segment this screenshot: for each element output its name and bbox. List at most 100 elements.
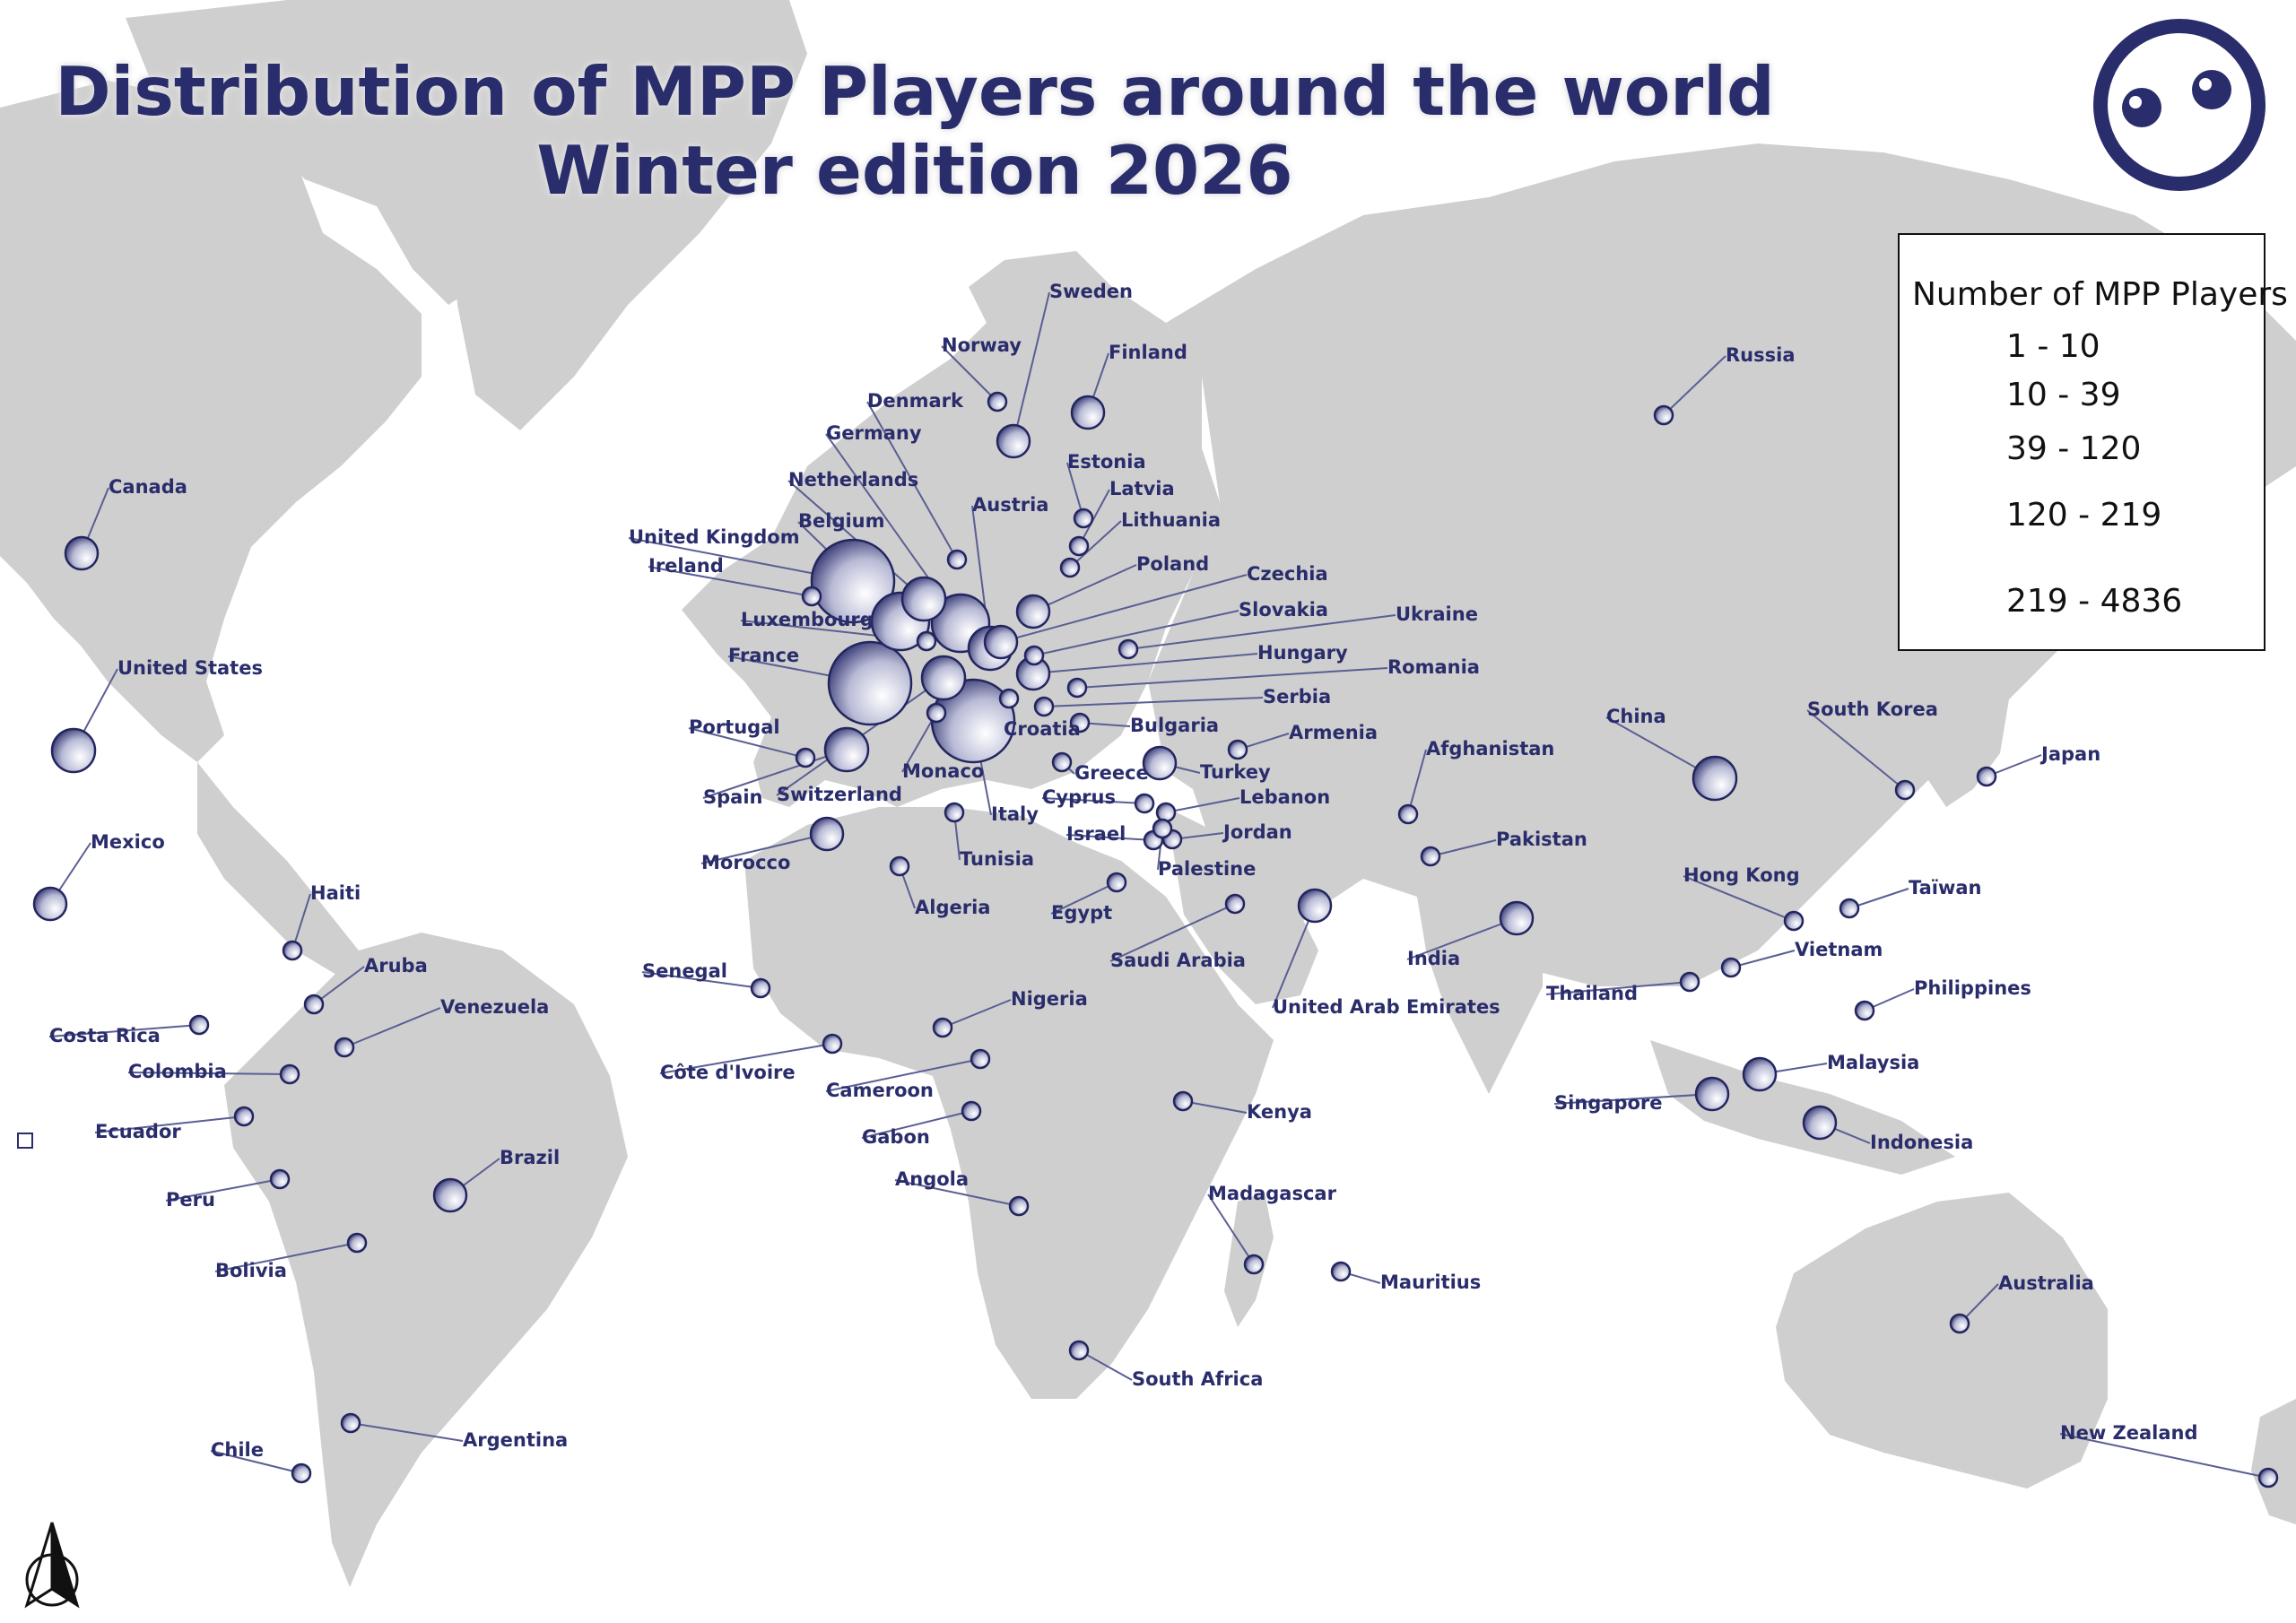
label-pakistan: Pakistan	[1496, 829, 1587, 850]
leader-line-denmark	[866, 401, 958, 560]
bubble-thailand	[1679, 971, 1700, 993]
central-america	[197, 762, 359, 977]
label-united-kingdom: United Kingdom	[629, 526, 800, 548]
leader-line-united-arab-emirates	[1272, 905, 1316, 1009]
leader-line-romania	[1076, 667, 1388, 689]
bubble-saudi-arabia	[1224, 893, 1246, 915]
label-romania: Romania	[1387, 656, 1480, 678]
label-slovakia: Slovakia	[1239, 599, 1328, 621]
leader-line-lebanon	[1165, 797, 1240, 813]
bubble-malaysia	[1742, 1056, 1778, 1092]
leader-line-vietnam	[1730, 950, 1796, 968]
bubble-cameroon	[970, 1048, 991, 1070]
label-saudi-arabia: Saudi Arabia	[1110, 950, 1246, 971]
label-greece: Greece	[1074, 762, 1149, 784]
label-cameroon: Cameroon	[826, 1080, 934, 1101]
bubble-serbia	[1033, 696, 1055, 717]
label-bulgaria: Bulgaria	[1130, 715, 1219, 736]
label-colombia: Colombia	[128, 1061, 227, 1082]
leader-line-gabon	[861, 1110, 972, 1139]
leader-line-south-africa	[1078, 1350, 1133, 1381]
leader-line-argentina	[350, 1422, 464, 1442]
new-zealand-islands	[2251, 1399, 2296, 1524]
bubble-lebanon	[1155, 802, 1177, 823]
label-russia: Russia	[1726, 344, 1796, 366]
leader-line-saudi-arabia	[1109, 903, 1236, 962]
bubble-venezuela	[334, 1037, 355, 1058]
leader-line-angola	[894, 1179, 1020, 1207]
label-south-korea: South Korea	[1807, 699, 1938, 720]
leader-line-cameroon	[825, 1058, 981, 1092]
label-peru: Peru	[166, 1189, 215, 1211]
bubble-croatia	[998, 688, 1020, 709]
bubble-australia	[1949, 1313, 1970, 1334]
bubble-norway	[987, 391, 1008, 412]
bubble-armenia	[1227, 739, 1248, 760]
label-morocco: Morocco	[701, 852, 790, 873]
leader-line-poland	[1032, 564, 1137, 612]
label-armenia: Armenia	[1289, 722, 1378, 743]
bubble-czechia	[983, 624, 1019, 660]
leader-line-egypt	[1050, 881, 1118, 915]
bubble-colombia	[279, 1063, 300, 1085]
legend-label-class-5: 219 - 4836	[2006, 583, 2183, 620]
label-south-africa: South Africa	[1132, 1368, 1263, 1390]
label-mexico: Mexico	[91, 831, 165, 853]
leader-line-madagascar	[1207, 1193, 1255, 1265]
leader-line-ukraine	[1127, 614, 1396, 650]
leader-line-chile	[210, 1450, 302, 1474]
bubble-france	[827, 640, 913, 726]
leader-line-czechia	[1000, 574, 1248, 643]
bubble-finland	[1070, 395, 1106, 430]
label-cyprus: Cyprus	[1042, 786, 1116, 808]
leader-line-portugal	[688, 727, 806, 759]
bubble-cote-d-ivoire	[822, 1033, 843, 1055]
bubble-gabon	[961, 1100, 982, 1122]
leader-line-nigeria	[942, 999, 1012, 1028]
bubble-ukraine	[1118, 638, 1139, 660]
label-spain: Spain	[703, 786, 762, 808]
map-frame-marker	[17, 1133, 33, 1149]
label-madagascar: Madagascar	[1208, 1183, 1337, 1204]
greenland-landmass	[448, 0, 807, 430]
legend-label-class-1: 1 - 10	[2006, 328, 2100, 365]
bubble-ecuador	[233, 1106, 255, 1127]
bubble-united-kingdom	[810, 538, 896, 624]
leader-line-senegal	[641, 971, 761, 989]
label-kenya: Kenya	[1247, 1101, 1312, 1123]
label-canada: Canada	[109, 476, 187, 498]
bubble-united-arab-emirates	[1297, 888, 1333, 924]
label-norway: Norway	[942, 334, 1022, 356]
label-serbia: Serbia	[1263, 686, 1331, 707]
bubble-estonia	[1073, 508, 1094, 529]
label-czechia: Czechia	[1247, 563, 1328, 585]
bubble-spain	[823, 726, 870, 773]
bubble-slovakia	[1023, 645, 1045, 666]
bubble-bolivia	[346, 1232, 368, 1254]
label-chile: Chile	[211, 1439, 264, 1461]
leader-line-south-korea	[1806, 709, 1906, 791]
bubble-hong-kong	[1783, 910, 1805, 932]
bubble-peru	[269, 1168, 291, 1190]
bubble-cyprus	[1134, 793, 1155, 814]
bubble-denmark	[946, 549, 968, 570]
label-israel: Israel	[1066, 823, 1126, 845]
bubble-palestine	[1152, 818, 1173, 839]
label-tunisia: Tunisia	[960, 848, 1034, 870]
label-netherlands: Netherlands	[788, 469, 918, 490]
bubble-costa-rica	[188, 1014, 210, 1036]
bubble-kenya	[1172, 1090, 1194, 1112]
bubble-pakistan	[1420, 846, 1441, 867]
south-america-landmass	[224, 933, 628, 1587]
label-lithuania: Lithuania	[1121, 509, 1221, 531]
bubble-mexico	[32, 886, 68, 922]
leader-line-pakistan	[1430, 839, 1497, 857]
label-venezuela: Venezuela	[440, 996, 549, 1018]
north-arrow-icon	[24, 1522, 80, 1609]
indian-subcontinent	[1417, 897, 1543, 1094]
label-palestine: Palestine	[1158, 858, 1256, 880]
leader-line-norway	[941, 345, 998, 403]
label-aruba: Aruba	[364, 955, 428, 976]
bubble-greece	[1051, 751, 1073, 773]
label-lebanon: Lebanon	[1239, 786, 1330, 808]
